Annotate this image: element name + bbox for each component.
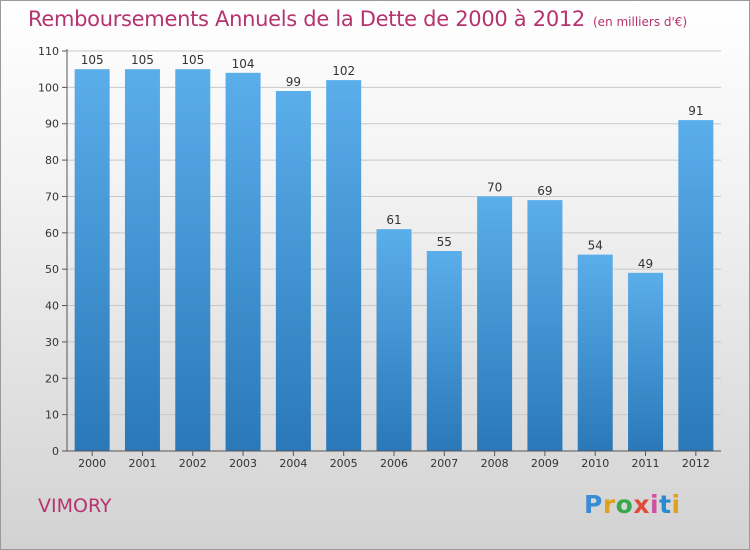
proxiti-logo: Proxiti	[584, 490, 681, 519]
y-tick-label: 70	[45, 190, 59, 203]
axes	[66, 49, 721, 452]
x-tick-label: 2008	[481, 457, 509, 470]
bar-value-label: 55	[437, 235, 452, 249]
y-axis-ticks: 0 10 20 30 40 50 60 70 80 90 100 110	[38, 45, 67, 458]
y-tick-label: 0	[52, 445, 59, 458]
x-tick-label: 2012	[682, 457, 710, 470]
x-tick-label: 2007	[430, 457, 458, 470]
x-tick-label: 2005	[330, 457, 358, 470]
x-tick-label: 2010	[581, 457, 609, 470]
bar-value-label: 91	[688, 104, 703, 118]
bar	[124, 69, 160, 451]
x-tick-label: 2011	[632, 457, 660, 470]
bar	[326, 80, 362, 451]
bar-value-label: 105	[81, 53, 104, 67]
commune-name: VIMORY	[38, 495, 112, 517]
y-tick-label: 60	[45, 227, 59, 240]
bar	[376, 229, 412, 451]
bar-value-label: 104	[232, 57, 255, 71]
bar-value-label: 99	[286, 75, 301, 89]
y-tick-label: 100	[38, 81, 59, 94]
y-tick-label: 90	[45, 118, 59, 131]
x-tick-label: 2009	[531, 457, 559, 470]
y-tick-label: 80	[45, 154, 59, 167]
y-tick-label: 50	[45, 263, 59, 276]
y-tick-label: 30	[45, 336, 59, 349]
chart-title-text: Remboursements Annuels de la Dette de 20…	[28, 7, 585, 31]
bar	[175, 69, 211, 451]
chart-unit-note: (en milliers d'€)	[593, 15, 688, 29]
bar	[678, 120, 714, 451]
bar-value-label: 105	[131, 53, 154, 67]
x-tick-label: 2001	[128, 457, 156, 470]
bar-value-label: 61	[386, 213, 401, 227]
y-tick-label: 40	[45, 300, 59, 313]
chart-title: Remboursements Annuels de la Dette de 20…	[28, 7, 687, 31]
bar	[628, 272, 664, 451]
x-tick-label: 2002	[179, 457, 207, 470]
x-tick-label: 2003	[229, 457, 257, 470]
bar	[275, 91, 311, 451]
bar-value-label: 70	[487, 180, 502, 194]
bar	[74, 69, 110, 451]
bar	[477, 196, 513, 451]
bar	[426, 251, 462, 451]
y-tick-label: 110	[38, 45, 59, 58]
x-tick-label: 2000	[78, 457, 106, 470]
bar-value-label: 105	[181, 53, 204, 67]
y-tick-label: 10	[45, 409, 59, 422]
bar	[577, 254, 613, 451]
x-tick-label: 2006	[380, 457, 408, 470]
bar-value-label: 49	[638, 257, 653, 271]
bar-value-label: 69	[537, 184, 552, 198]
x-tick-label: 2004	[279, 457, 307, 470]
bar	[527, 200, 563, 451]
bar-value-label: 54	[588, 239, 603, 253]
x-axis-labels: 2000 2001 2002 2003 2004 2005 2006 2007 2008 2009…	[78, 451, 710, 470]
y-tick-label: 20	[45, 372, 59, 385]
bar-value-label: 102	[332, 64, 355, 78]
bar	[225, 72, 261, 452]
bars: 105 105 105 104 99 102 61 55 70 69 54 49 91	[74, 53, 714, 452]
